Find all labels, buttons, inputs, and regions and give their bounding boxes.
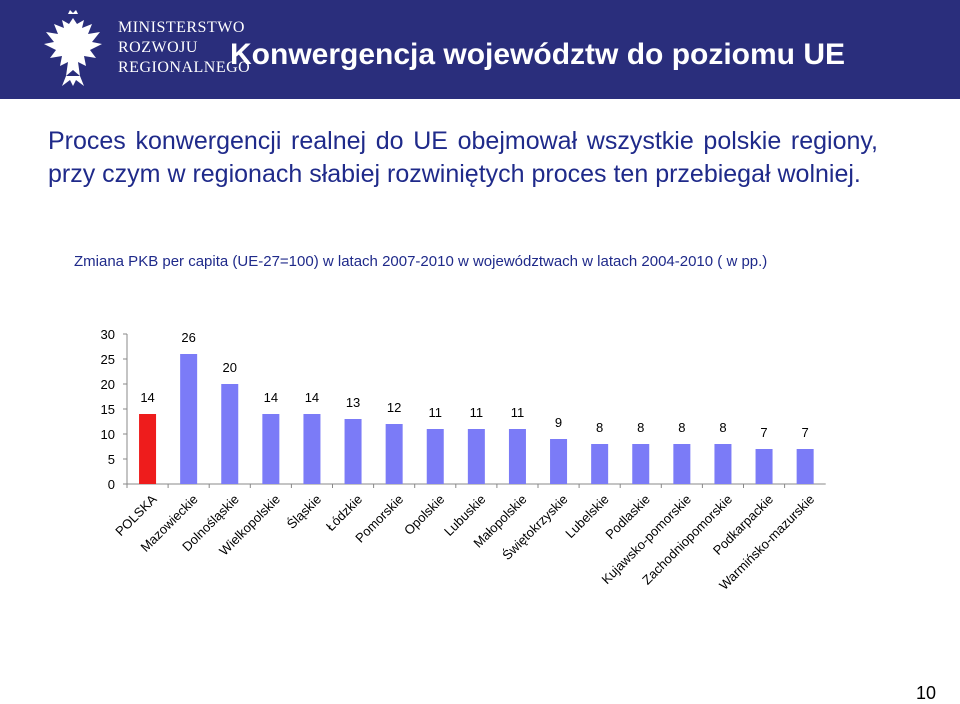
data-label: 20 <box>223 360 237 375</box>
ministry-logo-text: MINISTERSTWO ROZWOJU REGIONALNEGO <box>118 18 251 78</box>
y-tick-label: 5 <box>108 452 115 467</box>
bar <box>508 429 526 484</box>
bar <box>344 419 362 484</box>
bar <box>385 424 403 484</box>
header-bar: MINISTERSTWO ROZWOJU REGIONALNEGO Konwer… <box>0 0 960 98</box>
header-divider <box>0 95 960 99</box>
bar <box>550 439 568 484</box>
polish-eagle-emblem-icon <box>44 10 102 86</box>
bar <box>426 429 444 484</box>
bar <box>673 444 691 484</box>
y-tick-label: 0 <box>108 477 115 492</box>
data-label: 8 <box>637 420 644 435</box>
bar <box>796 449 814 484</box>
data-label: 11 <box>429 405 443 420</box>
logo-line-1: MINISTERSTWO <box>118 19 245 36</box>
data-label: 26 <box>181 330 195 345</box>
data-label: 8 <box>719 420 726 435</box>
bar-chart: 05101520253014POLSKA26Mazowieckie20Dolno… <box>101 327 826 593</box>
category-label: Śląskie <box>284 492 324 532</box>
y-tick-label: 10 <box>101 427 115 442</box>
bar <box>632 444 650 484</box>
bar <box>221 384 239 484</box>
data-label: 14 <box>305 390 319 405</box>
y-tick-label: 15 <box>101 402 115 417</box>
bar <box>139 414 157 484</box>
y-tick-label: 30 <box>101 327 115 342</box>
intro-paragraph: Proces konwergencji realnej do UE obejmo… <box>48 127 878 188</box>
y-tick-label: 25 <box>101 352 115 367</box>
data-label: 7 <box>760 425 767 440</box>
bar <box>303 414 321 484</box>
category-label: Opolskie <box>401 492 447 538</box>
page-number: 10 <box>916 683 937 703</box>
data-label: 14 <box>140 390 154 405</box>
bar <box>714 444 732 484</box>
bar <box>467 429 485 484</box>
y-tick-label: 20 <box>101 377 115 392</box>
data-label: 8 <box>678 420 685 435</box>
slide-title: Konwergencja województw do poziomu UE <box>230 38 846 71</box>
bar <box>180 354 198 484</box>
bar <box>591 444 609 484</box>
data-label: 9 <box>555 415 562 430</box>
data-label: 13 <box>346 395 360 410</box>
data-label: 12 <box>387 400 401 415</box>
data-label: 7 <box>802 425 809 440</box>
bar <box>262 414 280 484</box>
data-label: 11 <box>511 405 525 420</box>
data-label: 11 <box>470 405 484 420</box>
bar <box>755 449 773 484</box>
logo-line-3: REGIONALNEGO <box>118 59 251 76</box>
chart-title: Zmiana PKB per capita (UE-27=100) w lata… <box>74 253 768 270</box>
data-label: 8 <box>596 420 603 435</box>
logo-line-2: ROZWOJU <box>118 39 198 56</box>
data-label: 14 <box>264 390 278 405</box>
